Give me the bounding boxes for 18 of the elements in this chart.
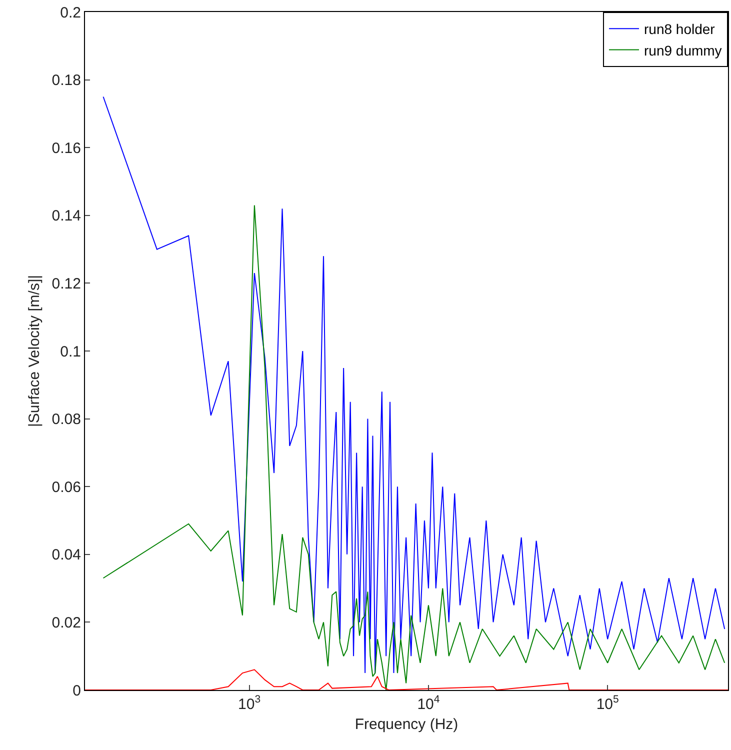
y-tick-label: 0.14 <box>52 208 81 225</box>
y-tick-label: 0.18 <box>52 72 81 90</box>
legend-label: run8 holder <box>644 21 716 38</box>
y-tick-label: 0.08 <box>52 411 81 428</box>
y-tick-label: 0.16 <box>52 140 81 157</box>
x-tick-label: 10$^{3}$ <box>238 694 261 713</box>
y-tick-label: 0.02 <box>52 614 81 632</box>
x-tick-label: 10$^{5}$ <box>596 694 620 713</box>
x-tick-label: 10$^{4}$ <box>417 694 440 713</box>
y-tick-label: 0.04 <box>52 546 81 564</box>
y-tick-label: 0.06 <box>52 478 81 496</box>
x-axis-title: Frequency (Hz) <box>354 716 458 733</box>
legend-label: run9 dummy <box>644 42 722 58</box>
y-tick-label: 0.1 <box>60 343 81 360</box>
y-tick-label: 0.2 <box>60 4 81 22</box>
y-tick-label: 0.12 <box>52 275 81 292</box>
y-tick-label: 0 <box>72 682 81 700</box>
y-axis-title: |Surface Velocity [m/s]| <box>26 274 44 428</box>
